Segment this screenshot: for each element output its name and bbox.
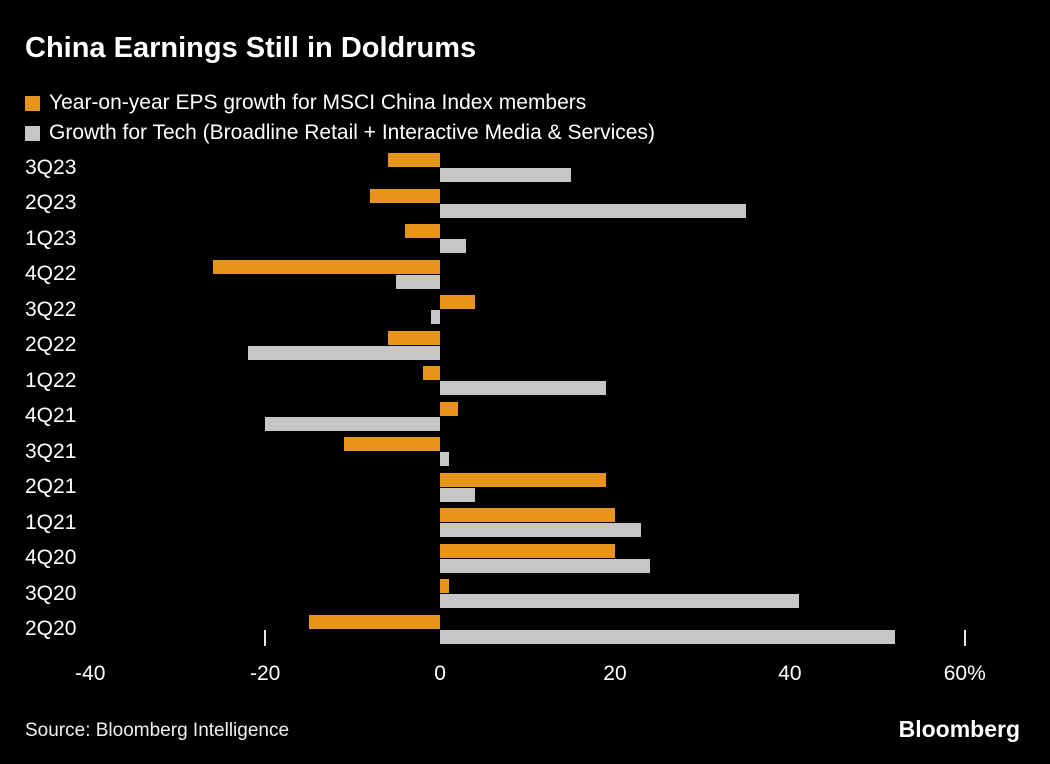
category-label: 4Q20	[25, 546, 77, 570]
bar-tech-growth	[265, 416, 441, 431]
bar-msci-eps	[422, 366, 441, 380]
category-label: 3Q20	[25, 581, 77, 605]
row-plot-area	[85, 257, 1005, 293]
row-plot-area	[85, 328, 1005, 364]
bar-msci-eps	[387, 330, 441, 345]
chart-row: 1Q22	[0, 363, 1050, 399]
bar-tech-growth	[440, 168, 572, 182]
bar-tech-growth	[440, 629, 895, 644]
x-tick-label: 20	[603, 662, 627, 685]
x-tick-label: 40	[778, 662, 802, 685]
row-plot-area	[85, 399, 1005, 435]
bar-msci-eps	[440, 579, 449, 593]
bar-msci-eps	[440, 472, 607, 487]
legend: Year-on-year EPS growth for MSCI China I…	[25, 88, 655, 148]
row-plot-area	[85, 505, 1005, 541]
row-plot-area	[85, 470, 1005, 506]
bar-msci-eps	[440, 401, 458, 416]
chart-row: 2Q23	[0, 186, 1050, 222]
bar-msci-eps	[405, 224, 441, 238]
row-plot-area	[85, 612, 1005, 648]
legend-swatch-icon	[25, 125, 40, 141]
row-plot-area	[85, 186, 1005, 222]
bar-msci-eps	[343, 437, 441, 451]
category-label: 3Q21	[25, 439, 77, 463]
category-label: 2Q21	[25, 475, 77, 499]
row-plot-area	[85, 434, 1005, 470]
chart-row: 1Q21	[0, 505, 1050, 541]
bar-tech-growth	[440, 381, 607, 395]
row-plot-area	[85, 292, 1005, 328]
x-axis: -40 -20 0 20 40 60%	[75, 662, 1005, 688]
row-plot-area	[85, 150, 1005, 186]
row-plot-area	[85, 363, 1005, 399]
legend-item: Growth for Tech (Broadline Retail + Inte…	[25, 118, 655, 148]
legend-swatch-icon	[25, 95, 40, 111]
bar-tech-growth	[431, 310, 441, 324]
bar-tech-growth	[440, 523, 642, 537]
category-label: 2Q22	[25, 333, 77, 357]
category-label: 4Q22	[25, 262, 77, 286]
bar-msci-eps	[308, 614, 441, 629]
category-label: 1Q22	[25, 368, 77, 392]
legend-label: Growth for Tech (Broadline Retail + Inte…	[49, 121, 655, 144]
legend-item: Year-on-year EPS growth for MSCI China I…	[25, 88, 655, 118]
category-label: 2Q23	[25, 191, 77, 215]
chart-row: 3Q22	[0, 292, 1050, 328]
x-tick-label: -20	[249, 662, 281, 685]
bar-msci-eps	[387, 153, 441, 167]
chart-row: 3Q20	[0, 576, 1050, 612]
bar-msci-eps	[440, 543, 615, 558]
chart-row: 2Q21	[0, 470, 1050, 506]
chart-row: 4Q21	[0, 399, 1050, 435]
category-label: 3Q22	[25, 297, 77, 321]
bar-tech-growth	[440, 452, 449, 466]
category-label: 1Q23	[25, 226, 77, 250]
chart-row: 4Q20	[0, 541, 1050, 577]
chart-row: 2Q22	[0, 328, 1050, 364]
source-note: Source: Bloomberg Intelligence	[25, 720, 290, 741]
legend-label: Year-on-year EPS growth for MSCI China I…	[49, 91, 587, 114]
x-tick-label: 60%	[943, 662, 986, 685]
chart-row: 3Q21	[0, 434, 1050, 470]
bar-chart: 3Q23 2Q23 1Q23 4Q22 3Q22 2Q22 1Q22 4Q21 3Q21 2Q21…	[0, 150, 1050, 647]
bar-tech-growth	[440, 558, 650, 573]
x-tick-label: -40	[75, 662, 106, 685]
chart-row: 3Q23	[0, 150, 1050, 186]
bar-tech-growth	[247, 345, 441, 360]
axis-tick	[963, 630, 966, 646]
bar-tech-growth	[440, 487, 476, 502]
category-label: 1Q21	[25, 510, 77, 534]
bar-tech-growth	[440, 239, 467, 253]
bloomberg-logo: Bloomberg	[898, 716, 1020, 742]
axis-tick	[264, 630, 267, 646]
chart-title: China Earnings Still in Doldrums	[25, 32, 477, 64]
row-plot-area	[85, 541, 1005, 577]
axis-tickmarks	[85, 630, 1005, 646]
bar-msci-eps	[212, 259, 441, 274]
chart-row: 2Q20	[0, 612, 1050, 648]
bar-msci-eps	[440, 508, 615, 522]
category-label: 4Q21	[25, 404, 77, 428]
row-plot-area	[85, 576, 1005, 612]
category-label: 3Q23	[25, 155, 77, 179]
bar-tech-growth	[440, 594, 799, 608]
chart-row: 1Q23	[0, 221, 1050, 257]
bar-tech-growth	[440, 203, 747, 218]
category-label: 2Q20	[25, 617, 77, 641]
bar-msci-eps	[440, 295, 476, 309]
row-plot-area	[85, 221, 1005, 257]
x-tick-label: 0	[434, 662, 446, 685]
bar-tech-growth	[396, 274, 441, 289]
chart-row: 4Q22	[0, 257, 1050, 293]
bar-msci-eps	[370, 188, 441, 203]
